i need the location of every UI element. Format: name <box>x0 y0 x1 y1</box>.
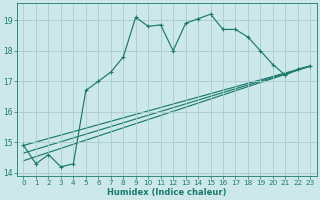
X-axis label: Humidex (Indice chaleur): Humidex (Indice chaleur) <box>107 188 227 197</box>
